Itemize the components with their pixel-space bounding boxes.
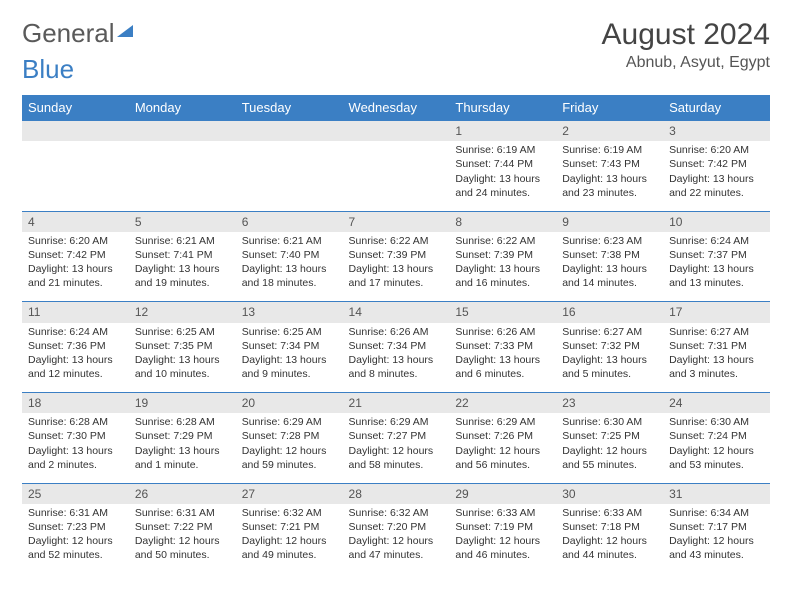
day-cell: Sunrise: 6:33 AM Sunset: 7:18 PM Dayligh… xyxy=(556,504,663,574)
day-cell: Sunrise: 6:32 AM Sunset: 7:20 PM Dayligh… xyxy=(343,504,450,574)
weekday-header: Monday xyxy=(129,95,236,121)
calendar-table: Sunday Monday Tuesday Wednesday Thursday… xyxy=(22,95,770,574)
day-cell xyxy=(129,141,236,211)
weekday-header: Thursday xyxy=(449,95,556,121)
day-cell: Sunrise: 6:29 AM Sunset: 7:26 PM Dayligh… xyxy=(449,413,556,483)
day-number-row: 123 xyxy=(22,121,770,142)
page-title: August 2024 xyxy=(602,18,770,52)
day-number-row: 45678910 xyxy=(22,211,770,232)
day-number: 6 xyxy=(236,211,343,232)
day-number: 26 xyxy=(129,483,236,504)
day-data-row: Sunrise: 6:24 AM Sunset: 7:36 PM Dayligh… xyxy=(22,323,770,393)
day-number xyxy=(343,121,450,142)
day-cell: Sunrise: 6:33 AM Sunset: 7:19 PM Dayligh… xyxy=(449,504,556,574)
day-number: 28 xyxy=(343,483,450,504)
day-cell: Sunrise: 6:34 AM Sunset: 7:17 PM Dayligh… xyxy=(663,504,770,574)
day-number: 19 xyxy=(129,393,236,414)
day-cell: Sunrise: 6:26 AM Sunset: 7:33 PM Dayligh… xyxy=(449,323,556,393)
logo-triangle-icon xyxy=(117,25,133,37)
day-cell: Sunrise: 6:21 AM Sunset: 7:41 PM Dayligh… xyxy=(129,232,236,302)
title-block: August 2024 Abnub, Asyut, Egypt xyxy=(602,18,770,72)
day-cell: Sunrise: 6:26 AM Sunset: 7:34 PM Dayligh… xyxy=(343,323,450,393)
weekday-header: Friday xyxy=(556,95,663,121)
day-number: 15 xyxy=(449,302,556,323)
day-number: 21 xyxy=(343,393,450,414)
day-number: 30 xyxy=(556,483,663,504)
day-number: 8 xyxy=(449,211,556,232)
day-number-row: 11121314151617 xyxy=(22,302,770,323)
day-number: 14 xyxy=(343,302,450,323)
day-number: 4 xyxy=(22,211,129,232)
day-cell: Sunrise: 6:25 AM Sunset: 7:34 PM Dayligh… xyxy=(236,323,343,393)
day-number-row: 18192021222324 xyxy=(22,393,770,414)
day-number: 31 xyxy=(663,483,770,504)
day-cell: Sunrise: 6:25 AM Sunset: 7:35 PM Dayligh… xyxy=(129,323,236,393)
day-cell: Sunrise: 6:22 AM Sunset: 7:39 PM Dayligh… xyxy=(449,232,556,302)
weekday-header: Wednesday xyxy=(343,95,450,121)
day-number: 3 xyxy=(663,121,770,142)
day-cell: Sunrise: 6:20 AM Sunset: 7:42 PM Dayligh… xyxy=(22,232,129,302)
weekday-header: Tuesday xyxy=(236,95,343,121)
day-number xyxy=(22,121,129,142)
day-number: 22 xyxy=(449,393,556,414)
day-number: 17 xyxy=(663,302,770,323)
day-cell: Sunrise: 6:28 AM Sunset: 7:30 PM Dayligh… xyxy=(22,413,129,483)
weekday-header-row: Sunday Monday Tuesday Wednesday Thursday… xyxy=(22,95,770,121)
day-number: 20 xyxy=(236,393,343,414)
day-data-row: Sunrise: 6:19 AM Sunset: 7:44 PM Dayligh… xyxy=(22,141,770,211)
day-number: 2 xyxy=(556,121,663,142)
day-cell: Sunrise: 6:29 AM Sunset: 7:27 PM Dayligh… xyxy=(343,413,450,483)
day-cell: Sunrise: 6:23 AM Sunset: 7:38 PM Dayligh… xyxy=(556,232,663,302)
day-data-row: Sunrise: 6:20 AM Sunset: 7:42 PM Dayligh… xyxy=(22,232,770,302)
day-data-row: Sunrise: 6:31 AM Sunset: 7:23 PM Dayligh… xyxy=(22,504,770,574)
day-number xyxy=(236,121,343,142)
weekday-header: Saturday xyxy=(663,95,770,121)
day-cell: Sunrise: 6:24 AM Sunset: 7:36 PM Dayligh… xyxy=(22,323,129,393)
day-number: 12 xyxy=(129,302,236,323)
day-data-row: Sunrise: 6:28 AM Sunset: 7:30 PM Dayligh… xyxy=(22,413,770,483)
day-cell xyxy=(343,141,450,211)
day-cell: Sunrise: 6:22 AM Sunset: 7:39 PM Dayligh… xyxy=(343,232,450,302)
day-number: 25 xyxy=(22,483,129,504)
day-cell: Sunrise: 6:19 AM Sunset: 7:44 PM Dayligh… xyxy=(449,141,556,211)
day-number: 11 xyxy=(22,302,129,323)
day-number: 23 xyxy=(556,393,663,414)
day-cell: Sunrise: 6:27 AM Sunset: 7:32 PM Dayligh… xyxy=(556,323,663,393)
day-cell: Sunrise: 6:27 AM Sunset: 7:31 PM Dayligh… xyxy=(663,323,770,393)
day-number: 18 xyxy=(22,393,129,414)
day-cell xyxy=(22,141,129,211)
day-cell: Sunrise: 6:20 AM Sunset: 7:42 PM Dayligh… xyxy=(663,141,770,211)
day-cell xyxy=(236,141,343,211)
day-cell: Sunrise: 6:32 AM Sunset: 7:21 PM Dayligh… xyxy=(236,504,343,574)
day-number xyxy=(129,121,236,142)
day-cell: Sunrise: 6:31 AM Sunset: 7:22 PM Dayligh… xyxy=(129,504,236,574)
day-number: 29 xyxy=(449,483,556,504)
brand-part1: General xyxy=(22,18,115,49)
day-number: 27 xyxy=(236,483,343,504)
day-number: 13 xyxy=(236,302,343,323)
weekday-header: Sunday xyxy=(22,95,129,121)
day-number: 24 xyxy=(663,393,770,414)
day-number: 7 xyxy=(343,211,450,232)
day-number: 5 xyxy=(129,211,236,232)
day-cell: Sunrise: 6:19 AM Sunset: 7:43 PM Dayligh… xyxy=(556,141,663,211)
day-number: 10 xyxy=(663,211,770,232)
day-cell: Sunrise: 6:29 AM Sunset: 7:28 PM Dayligh… xyxy=(236,413,343,483)
day-cell: Sunrise: 6:30 AM Sunset: 7:25 PM Dayligh… xyxy=(556,413,663,483)
location-label: Abnub, Asyut, Egypt xyxy=(602,54,770,72)
brand-logo: General xyxy=(22,18,133,49)
day-cell: Sunrise: 6:24 AM Sunset: 7:37 PM Dayligh… xyxy=(663,232,770,302)
day-number: 9 xyxy=(556,211,663,232)
day-number: 1 xyxy=(449,121,556,142)
day-cell: Sunrise: 6:28 AM Sunset: 7:29 PM Dayligh… xyxy=(129,413,236,483)
day-cell: Sunrise: 6:30 AM Sunset: 7:24 PM Dayligh… xyxy=(663,413,770,483)
day-cell: Sunrise: 6:21 AM Sunset: 7:40 PM Dayligh… xyxy=(236,232,343,302)
day-number: 16 xyxy=(556,302,663,323)
day-number-row: 25262728293031 xyxy=(22,483,770,504)
day-cell: Sunrise: 6:31 AM Sunset: 7:23 PM Dayligh… xyxy=(22,504,129,574)
